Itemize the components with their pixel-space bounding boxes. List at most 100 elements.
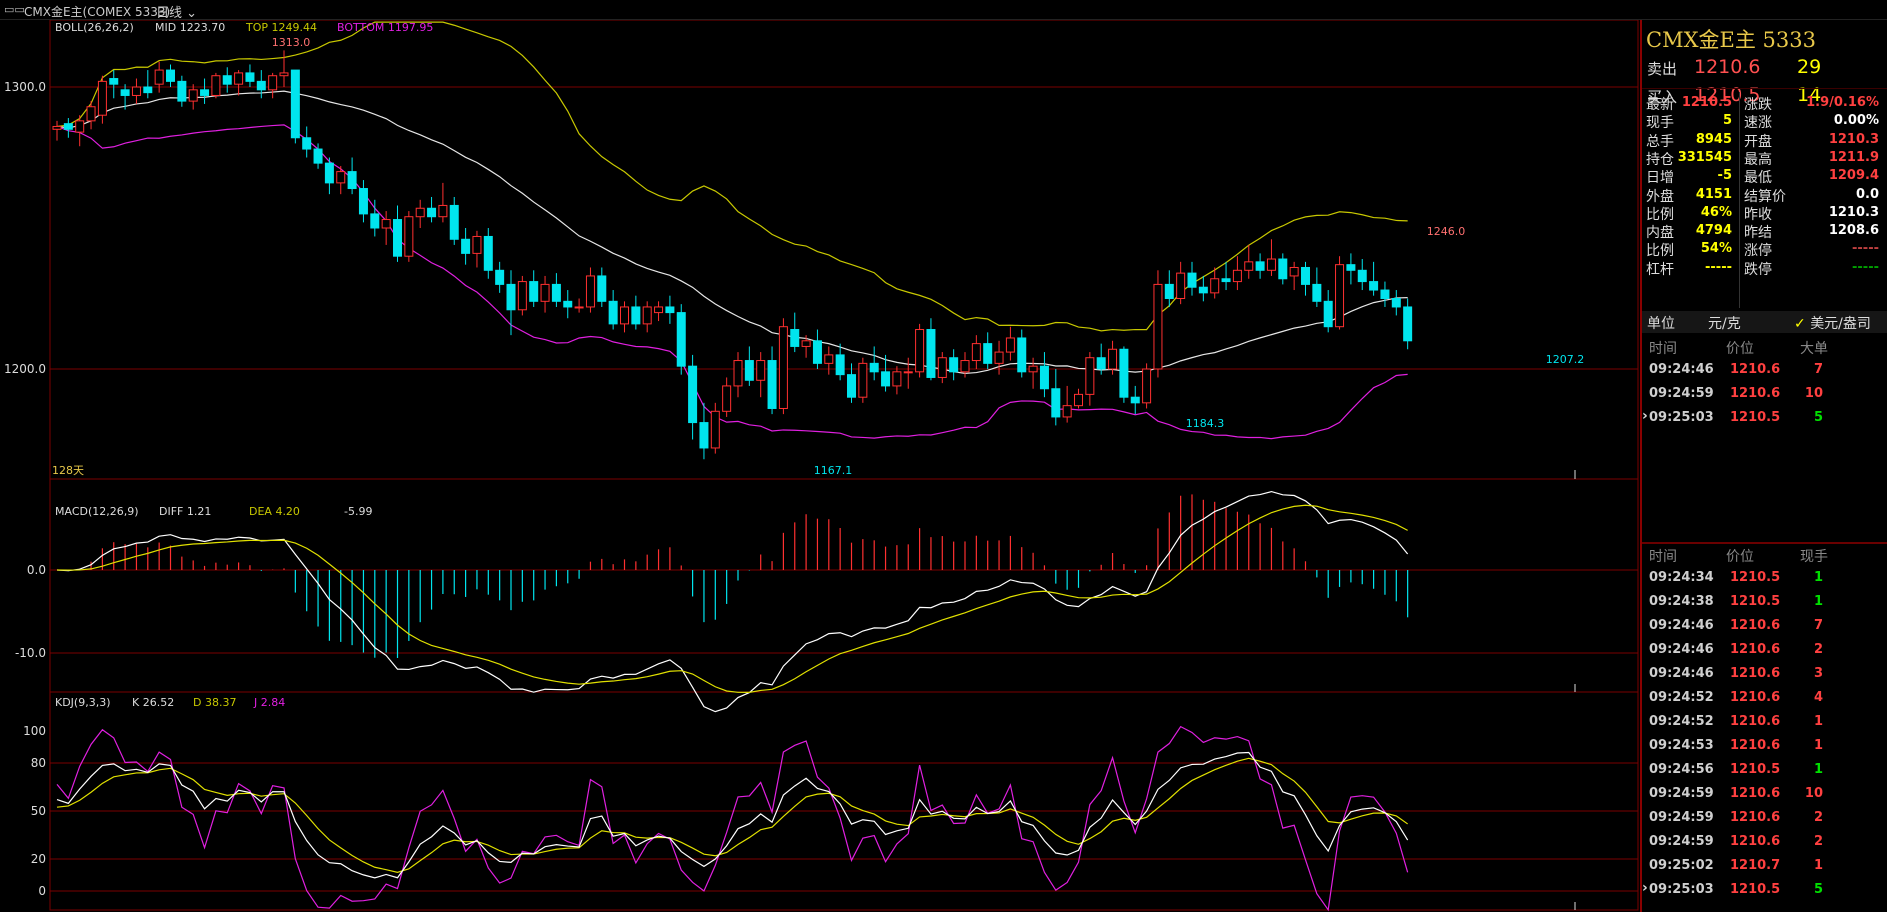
candle-body [1312,283,1322,302]
high-annotation: 1246.0 [1427,225,1466,238]
candle-body [1108,348,1118,370]
low-annotation: 1184.3 [1186,417,1225,430]
tick-time: 09:24:53 [1649,738,1714,753]
list-item[interactable]: 09:24:59 1210.6 10 [1642,782,1887,806]
tick-time: 09:24:59 [1649,834,1714,849]
kdj-d-line [56,757,1408,873]
candle-body [109,78,119,85]
bar-count-label: 128天 [52,464,84,477]
chart-area[interactable]: 1300.0 1200.0 BOLL(26,26,2) MID 1223.70 TOP … [0,20,1640,912]
candle-body [1198,286,1208,294]
toolbar: ▭▭ CMX金E主(COMEX 5333) 日线 ⌄ [0,0,1887,21]
boll-legend-item: TOP 1249.44 [245,21,317,34]
candle-body [756,360,766,381]
stat-label: 日增 [1646,170,1674,187]
macd-legend-item: MACD(12,26,9) [55,505,139,518]
tick-price: 1210.6 [1730,666,1781,681]
list-item[interactable]: 09:24:52 1210.6 1 [1642,710,1887,734]
list-item[interactable]: 09:24:46 1210.6 7 [1642,614,1887,638]
unit-yuan-option[interactable]: 元/克 [1708,316,1741,332]
stat-value: 1.9/0.16% [1806,95,1879,110]
tick-price: 1210.6 [1730,690,1781,705]
list-item[interactable]: 09:24:46 1210.6 3 [1642,662,1887,686]
list-item[interactable]: 09:24:53 1210.6 1 [1642,734,1887,758]
list-item[interactable]: 09:24:38 1210.5 1 [1642,590,1887,614]
tick-qty: 10 [1804,786,1823,801]
boll-legend-item: BOTTOM 1197.95 [337,21,433,34]
column-header: 现手 [1800,549,1828,565]
candle-body [676,312,686,367]
candle-body [812,340,822,364]
candle-body [506,283,516,311]
list-item[interactable]: 09:24:59 1210.6 2 [1642,806,1887,830]
list-item[interactable]: 09:25:03 1210.5 5 › [1642,406,1887,430]
stat-value: 5 [1722,113,1732,129]
stat-value: 8945 [1695,131,1732,147]
tick-qty: 10 [1804,386,1823,401]
tick-qty: 1 [1813,762,1823,777]
stat-label: 涨跌 [1744,97,1772,113]
list-item[interactable]: 09:25:03 1210.5 5 › [1642,878,1887,902]
candle-body [1357,269,1367,283]
unit-row: 单位 元/克 ✓ 美元/盎司 [1642,311,1887,333]
stat-label: 外盘 [1646,188,1674,205]
stat-value: ----- [1705,259,1732,275]
kdj-j-line [56,725,1409,912]
stat-row: 最高 1211.9 [1740,147,1885,169]
kdj-legend-item: D 38.37 [193,696,236,709]
buy-row[interactable]: 买入 1210.5 14 [1642,82,1887,108]
macd-axis-label: -10.0 [15,646,46,660]
stat-value: 1208.6 [1828,223,1879,239]
list-item[interactable]: 09:24:46 1210.6 7 [1642,358,1887,382]
stat-label: 最低 [1744,170,1772,187]
period-selector[interactable]: 日线 ⌄ [156,2,197,21]
symbol-title[interactable]: CMX金E主(COMEX 5333) [24,5,171,19]
boll-top-line [56,21,1408,332]
list-item[interactable]: 09:24:34 1210.5 1 [1642,566,1887,590]
stat-label: 总手 [1646,133,1674,150]
tick-qty: 2 [1813,642,1823,657]
stat-row: 最新 1210.5 [1642,92,1738,114]
tick-price: 1210.7 [1730,858,1781,873]
candle-body [688,365,698,424]
list-item[interactable]: 09:24:46 1210.6 2 [1642,638,1887,662]
tick-price: 1210.6 [1730,738,1781,753]
list-item[interactable]: 09:24:56 1210.5 1 [1642,758,1887,782]
tick-price: 1210.6 [1730,786,1781,801]
stat-label: 速涨 [1744,115,1772,132]
kdj-axis-label: 50 [31,804,46,818]
low-annotation: 1207.2 [1546,353,1585,366]
candle-body [222,75,232,85]
stat-row: 内盘 4794 [1642,220,1738,242]
sell-volume: 29 [1797,56,1822,78]
list-item[interactable]: 09:24:52 1210.6 4 [1642,686,1887,710]
list-item[interactable]: 09:25:02 1210.7 1 [1642,854,1887,878]
unit-usd-option[interactable]: ✓ 美元/盎司 [1794,313,1871,333]
candle-body [427,207,437,218]
kdj-axis-label: 20 [31,852,46,866]
period-label: 日线 [156,6,183,21]
candle-body [415,207,425,218]
candle-body [495,269,505,285]
tick-time: 09:24:46 [1649,362,1714,377]
tick-price: 1210.5 [1730,762,1781,777]
candle-body [1074,393,1083,407]
chevron-down-icon: ⌄ [186,6,198,21]
tick-price: 1210.6 [1730,642,1781,657]
stat-label: 昨收 [1744,206,1772,223]
stat-value: 331545 [1677,149,1732,165]
sell-row[interactable]: 卖出 1210.6 29 [1642,54,1887,80]
kdj-axis-label: 0 [38,884,46,898]
list-item[interactable]: 09:24:59 1210.6 10 [1642,382,1887,406]
candle-body [642,306,652,325]
stat-row: 涨停 ----- [1740,238,1885,260]
candle-body [200,89,210,96]
menu-icon[interactable]: ▭▭ [4,3,25,16]
list-item[interactable]: 09:24:59 1210.6 2 [1642,830,1887,854]
stat-label: 涨停 [1744,243,1772,260]
stat-row: 日增 -5 [1642,165,1738,187]
candle-body [177,80,187,102]
candle-body [1085,357,1095,395]
candle-body [52,125,62,130]
candle-body [1062,405,1072,418]
